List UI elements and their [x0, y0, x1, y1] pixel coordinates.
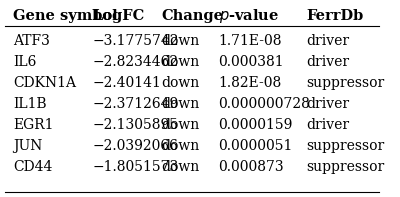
Text: Change: Change — [161, 9, 223, 23]
Text: EGR1: EGR1 — [13, 118, 53, 132]
Text: IL6: IL6 — [13, 55, 36, 69]
Text: Gene symbol: Gene symbol — [13, 9, 118, 23]
Text: 1.82E-08: 1.82E-08 — [218, 76, 282, 90]
Text: suppressor: suppressor — [306, 139, 384, 153]
Text: −2.8234462: −2.8234462 — [93, 55, 179, 69]
Text: driver: driver — [306, 97, 349, 111]
Text: 0.000873: 0.000873 — [218, 160, 284, 174]
Text: down: down — [161, 55, 200, 69]
Text: driver: driver — [306, 118, 349, 132]
Text: −3.1775742: −3.1775742 — [93, 34, 179, 48]
Text: ATF3: ATF3 — [13, 34, 50, 48]
Text: 0.000381: 0.000381 — [218, 55, 284, 69]
Text: suppressor: suppressor — [306, 160, 384, 174]
Text: −2.40141: −2.40141 — [93, 76, 162, 90]
Text: CD44: CD44 — [13, 160, 52, 174]
Text: −1.8051573: −1.8051573 — [93, 160, 179, 174]
Text: down: down — [161, 160, 200, 174]
Text: $p$-value: $p$-value — [218, 7, 279, 25]
Text: JUN: JUN — [13, 139, 42, 153]
Text: 1.71E-08: 1.71E-08 — [218, 34, 282, 48]
Text: 0.0000051: 0.0000051 — [218, 139, 293, 153]
Text: −2.0392066: −2.0392066 — [93, 139, 179, 153]
Text: −2.1305895: −2.1305895 — [93, 118, 179, 132]
Text: CDKN1A: CDKN1A — [13, 76, 76, 90]
Text: down: down — [161, 97, 200, 111]
Text: 0.0000159: 0.0000159 — [218, 118, 293, 132]
Text: LogFC: LogFC — [93, 9, 145, 23]
Text: driver: driver — [306, 55, 349, 69]
Text: down: down — [161, 118, 200, 132]
Text: down: down — [161, 76, 200, 90]
Text: FerrDb: FerrDb — [306, 9, 364, 23]
Text: down: down — [161, 34, 200, 48]
Text: IL1B: IL1B — [13, 97, 46, 111]
Text: suppressor: suppressor — [306, 76, 384, 90]
Text: −2.3712649: −2.3712649 — [93, 97, 179, 111]
Text: 0.000000728: 0.000000728 — [218, 97, 310, 111]
Text: down: down — [161, 139, 200, 153]
Text: driver: driver — [306, 34, 349, 48]
